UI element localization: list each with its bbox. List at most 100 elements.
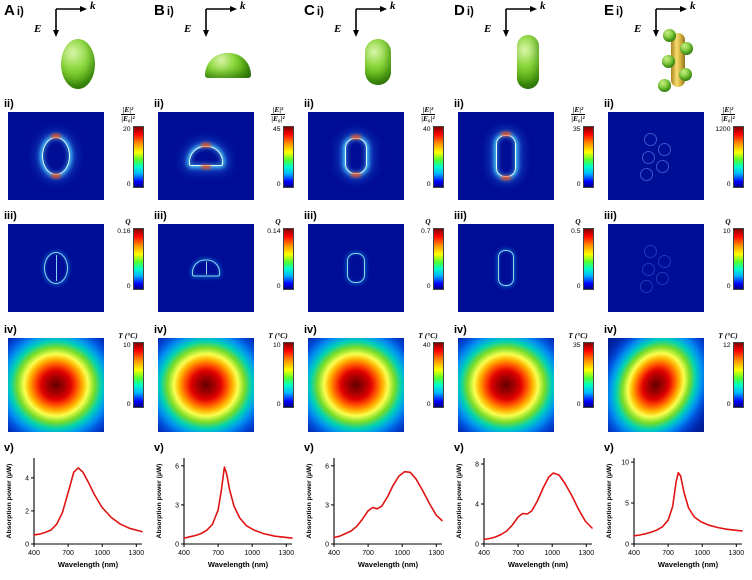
k-arrow-label: k [240,0,246,12]
particle-outline [498,250,514,286]
row-label-v: v) [604,442,614,454]
colorbar-max: 35 [572,125,581,133]
svg-text:400: 400 [628,550,640,557]
svg-text:1300: 1300 [129,550,145,557]
colorbar-gradient [282,228,294,291]
heat-source-map [308,224,404,312]
colorbar-title-den: |E₀|² [571,114,585,124]
field-colorbar: |E|² |E₀|² 1200 0 [705,105,751,188]
temperature-map [608,338,704,432]
temperature-map [8,338,104,432]
t-colorbar: T (°C) 12 0 [705,331,751,409]
row-label-v: v) [154,442,164,454]
colorbar-title: |E|² |E₀|² [271,105,285,124]
field-map-row: ii) |E|² |E₀|² 20 0 [2,98,152,210]
e-arrow-label: E [634,23,642,35]
absorption-spectrum-plot: 400 700 1000 1300 0 4 8 Wavelength (nm) Absorpti… [456,458,594,569]
colorbar-max: 45 [272,125,281,133]
svg-text:3: 3 [175,502,179,509]
svg-text:4: 4 [25,475,29,482]
field-map-row: ii) |E|² |E₀|² 40 0 [302,98,452,210]
absorption-spectrum-plot: 400 700 1000 1300 0 5 10 Wavelength (nm) Absorpt… [606,458,744,569]
row-label-iii: iii) [604,210,617,222]
row-label-iii: iii) [304,210,317,222]
svg-text:700: 700 [512,550,524,557]
t-colorbar: T (°C) 35 0 [555,331,601,409]
particle-outline [636,133,676,181]
colorbar-gradient [582,228,594,291]
spectrum-row: v) 400 700 1000 1300 0 2 4 Wavelength (nm) Absor… [2,442,152,572]
colorbar-title-den: |E₀|² [271,114,285,124]
colorbar-title: Q [575,217,581,226]
heat-source-map [158,224,254,312]
e-arrow-label: E [334,23,342,35]
colorbar-title: T (°C) [268,331,288,340]
colorbar-min: 0 [276,401,281,409]
q-colorbar: Q 0.14 0 [255,217,301,291]
colorbar-gradient [282,125,294,188]
row-label-i: i) [316,6,324,18]
field-colorbar: |E|² |E₀|² 20 0 [105,105,151,188]
svg-text:Wavelength (nm): Wavelength (nm) [358,560,419,569]
thermal-blob [458,338,554,432]
svg-text:400: 400 [328,550,340,557]
svg-text:400: 400 [28,550,40,557]
nanosphere [680,42,693,55]
e-arrow-label: E [484,23,492,35]
temperature-map-row: iv) T (°C) 10 0 [2,324,152,442]
row-label-iv: iv) [604,324,617,336]
colorbar-min: 0 [426,401,431,409]
colorbar-min: 0 [126,180,131,188]
colorbar-gradient [732,228,744,291]
colorbar-gradient [282,342,294,409]
particle-outline [345,138,367,174]
colorbar-max: 40 [422,125,431,133]
svg-text:3: 3 [325,502,329,509]
colorbar-max: 1200 [715,125,731,133]
heat-source-map [458,224,554,312]
nanoparticle-shape-long-rod [517,35,539,89]
q-map-row: iii) Q 0.16 0 [2,210,152,324]
svg-text:400: 400 [478,550,490,557]
field-enhancement-map [608,112,704,200]
t-colorbar: T (°C) 10 0 [255,331,301,409]
row-label-iv: iv) [454,324,467,336]
colorbar-title-num: |E|² [422,105,434,114]
geometry-illustration: k E [632,0,724,97]
colorbar-body: 20 0 [113,125,144,188]
colorbar-max: 40 [422,342,431,350]
panel-label: C [304,2,315,19]
nanoparticle-shape-ellipsoid [61,39,95,89]
geometry-illustration: k E [32,0,124,97]
q-colorbar: Q 0.7 0 [405,217,451,291]
row-label-i: i) [616,6,624,18]
svg-text:8: 8 [475,462,479,469]
row-label-i: i) [16,6,24,18]
colorbar-title: |E|² |E₀|² [721,105,735,124]
colorbar-gradient [582,342,594,409]
colorbar-title-den: |E₀|² [421,114,435,124]
t-colorbar: T (°C) 10 0 [105,331,151,409]
field-map-row: ii) |E|² |E₀|² 35 0 [452,98,602,210]
colorbar-title-den: |E₀|² [121,114,135,124]
svg-text:1000: 1000 [394,550,410,557]
svg-text:400: 400 [178,550,190,557]
temperature-map-row: iv) T (°C) 10 0 [152,324,302,442]
svg-text:10: 10 [621,460,629,467]
colorbar-min: 0 [276,283,281,291]
heat-source-map [8,224,104,312]
svg-text:Wavelength (nm): Wavelength (nm) [508,560,569,569]
heat-source-map [608,224,704,312]
row-label-v: v) [304,442,314,454]
q-colorbar: Q 0.16 0 [105,217,151,291]
colorbar-gradient [132,228,144,291]
geometry-illustration: k E [332,0,424,97]
colorbar-gradient [432,342,444,409]
svg-text:4: 4 [475,502,479,509]
colorbar-title: Q [275,217,281,226]
